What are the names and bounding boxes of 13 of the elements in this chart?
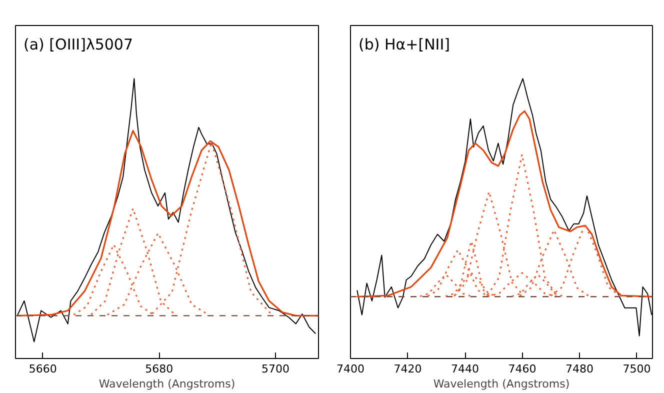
x-tick-label: 7440 bbox=[451, 362, 480, 376]
chart-title: (a) [OIII]λ5007 bbox=[24, 36, 133, 54]
x-tick-label: 5660 bbox=[28, 362, 57, 376]
x-tick-label: 7400 bbox=[336, 362, 365, 376]
x-axis-title: Wavelength (Angstroms) bbox=[98, 378, 236, 390]
x-tick-label: 5700 bbox=[261, 362, 290, 376]
x-tick-label: 7420 bbox=[394, 362, 422, 376]
x-tick-label: 7500 bbox=[622, 362, 651, 376]
x-tick-label: 7480 bbox=[566, 362, 594, 376]
x-tick-label: 7460 bbox=[508, 362, 536, 376]
x-axis-title: Wavelength (Angstroms) bbox=[433, 378, 570, 390]
chart-title: (b) Hα+[NII] bbox=[358, 36, 450, 54]
x-tick-label: 5680 bbox=[145, 362, 174, 376]
